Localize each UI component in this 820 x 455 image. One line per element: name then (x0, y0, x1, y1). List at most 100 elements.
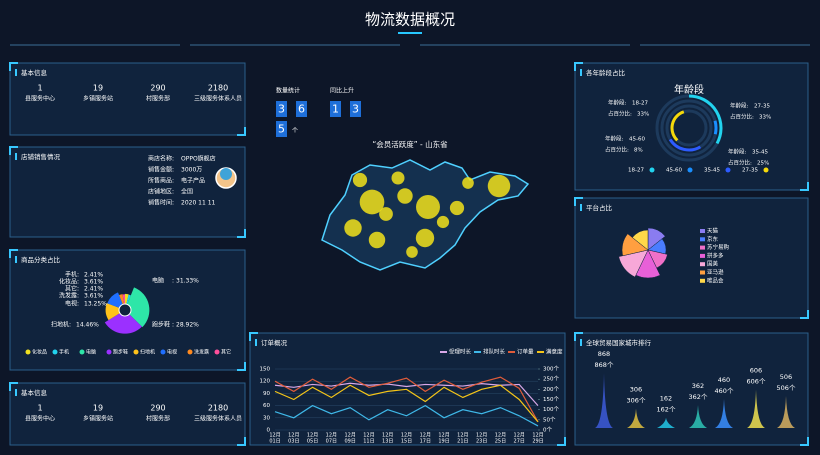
x-tick-label: 12月 (269, 433, 280, 439)
stat-label: 村服务部 (146, 415, 170, 423)
panel-title-mark (255, 339, 257, 346)
ring-arc (713, 120, 718, 135)
store-field-label: 所售商品: (148, 177, 174, 185)
store-field-label: 店铺地区: (148, 188, 174, 196)
pie-value-label: 28.92% (176, 322, 199, 329)
spike-value-label: 362个 (689, 393, 708, 401)
pie-label: 电视 (65, 300, 77, 308)
pie-label: 手机 (65, 271, 77, 279)
panel-corner (249, 332, 566, 446)
spike-value-label: 162个 (657, 406, 676, 414)
digit-box (330, 101, 341, 117)
x-tick-label: 29日 (532, 439, 543, 445)
panel-corner (9, 146, 246, 238)
legend-label: 18-27 (628, 168, 644, 174)
x-tick-label: 12月 (382, 433, 393, 439)
store-field-value: OPPO旗舰店 (181, 155, 216, 163)
stat-number: 290 (150, 84, 165, 93)
ring-arc (668, 138, 702, 152)
legend-label: 手机 (59, 349, 69, 356)
ring-value-label: 33% (759, 115, 771, 121)
legend-label: 满意度 (546, 348, 563, 356)
y-tick-label: 60 (263, 403, 270, 409)
stat-label: 三级服务体系人员 (194, 95, 242, 103)
spike-value: 362 (692, 382, 704, 390)
map-title: “会员活跃度” - 山东省 (372, 139, 448, 149)
ring-value-prefix: 占百分比: (728, 159, 752, 167)
legend-label: 45-60 (666, 168, 682, 174)
map-bubble (344, 219, 362, 237)
digit: 5 (278, 123, 285, 136)
map-bubble (487, 174, 511, 198)
panel-corner (9, 62, 246, 136)
legend-dot (725, 167, 731, 173)
panel-title: 店铺销售情况 (21, 152, 61, 161)
stat-label: 县服务中心 (25, 415, 55, 423)
legend-dot (133, 349, 139, 355)
map-bubble (359, 189, 385, 215)
legend-label: 京东 (707, 235, 719, 243)
pie-slice (127, 287, 150, 328)
panel (574, 197, 809, 319)
ring-label-prefix: 年龄段: (608, 99, 627, 107)
counter-label: 数量统计 (276, 87, 300, 95)
pie-slice (119, 294, 125, 305)
panel (9, 382, 246, 446)
x-tick-label: 17日 (420, 439, 431, 445)
ring-label-prefix: 年龄段: (728, 148, 747, 156)
y2-tick-label: 150个 (543, 396, 559, 403)
x-tick-label: 12月 (288, 433, 299, 439)
legend-swatch (700, 245, 705, 250)
stat-number: 2180 (208, 404, 228, 413)
ring-subtitle: 年龄段 (674, 83, 704, 96)
counter-label: 同比上升 (330, 87, 354, 95)
digit-box (276, 101, 287, 117)
x-tick-label: 12月 (495, 433, 506, 439)
legend-swatch (700, 262, 705, 267)
digit: 3 (278, 103, 285, 116)
y-tick-label: 30 (263, 415, 270, 421)
legend-swatch (700, 278, 705, 283)
panel-title: 基本信息 (21, 68, 48, 77)
y-tick-label: 120 (260, 379, 271, 385)
spike (777, 395, 795, 428)
pie-value-label: 2.41% (84, 272, 103, 279)
pie-label: 洗发露 (59, 292, 77, 300)
x-tick-label: 12月 (344, 433, 355, 439)
header-decoration (10, 32, 810, 46)
pie-label-sep: : (77, 279, 79, 286)
map-bubble (449, 200, 465, 216)
x-tick-label: 09日 (344, 439, 355, 445)
legend-swatch (700, 270, 705, 275)
pie-slice (122, 294, 125, 305)
map-bubble (379, 207, 393, 221)
spike-value: 506 (780, 373, 792, 381)
pie-hole (118, 303, 132, 317)
digit-box (350, 101, 361, 117)
legend-dot (106, 349, 112, 355)
stat-label: 乡镇服务站 (83, 415, 113, 423)
ring-value-label: 8% (634, 148, 643, 154)
x-tick-label: 23日 (476, 439, 487, 445)
y-tick-label: 150 (260, 367, 271, 373)
legend-swatch (700, 253, 705, 258)
spike-value-label: 306个 (627, 397, 646, 405)
digit: 3 (352, 103, 359, 116)
panel-title-mark (15, 256, 17, 263)
pie-value-label: 2.41% (84, 286, 103, 293)
ring-value-label: 33% (637, 112, 649, 118)
pie-value-label: 3.61% (84, 279, 103, 286)
panel-title-mark (15, 69, 17, 76)
spike-value: 868 (598, 350, 610, 358)
pie-label-sep: : (77, 272, 79, 279)
x-tick-label: 12月 (363, 433, 374, 439)
stat-label: 乡镇服务站 (83, 95, 113, 103)
x-tick-label: 12月 (532, 433, 543, 439)
stat-number: 1 (37, 404, 42, 413)
ring-label-prefix: 年龄段: (605, 135, 624, 143)
panel (9, 62, 246, 136)
x-tick-label: 13日 (382, 439, 393, 445)
panel-title: 全球贸易国家城市排行 (586, 338, 652, 347)
avatar-hat (220, 168, 232, 180)
